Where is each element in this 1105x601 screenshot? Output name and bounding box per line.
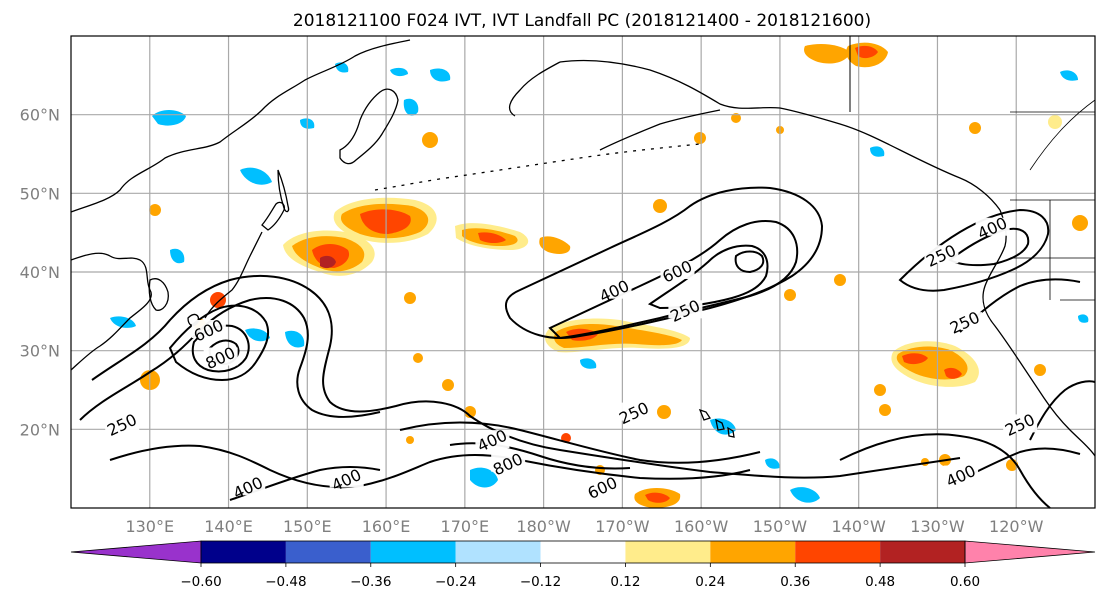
contour-label-bg [203, 347, 238, 366]
lon-tick-label: 150°E [283, 517, 332, 536]
lat-tick-label: 60°N [20, 106, 60, 125]
lat-tick-label: 50°N [20, 184, 60, 203]
lon-tick-label: 130°E [125, 517, 174, 536]
lon-tick-label: 170°W [595, 517, 650, 536]
pc-negative-cells [110, 62, 1089, 503]
colorbar-tick-label: 0.24 [695, 574, 725, 590]
contour-label-bg [948, 312, 983, 331]
lat-tick-label: 40°N [20, 263, 60, 282]
plot-title: 2018121100 F024 IVT, IVT Landfall PC (20… [293, 11, 871, 31]
pc-blob-kuroshio [283, 230, 375, 276]
pc-blob-subtropical [545, 318, 690, 353]
contour-label-bg [617, 402, 652, 421]
colorbar-segment [880, 541, 965, 563]
contour-label-bg [944, 465, 979, 484]
colorbar-extend-low [70, 540, 202, 564]
pc-blob-central [455, 223, 571, 254]
contour-label-bg [475, 430, 510, 449]
contour-label-bg [924, 245, 959, 264]
map-gridlines [71, 36, 1095, 508]
lon-tick-label: 140°E [204, 517, 253, 536]
colorbar-tick-label: −0.60 [180, 574, 221, 590]
pc-blob-south [634, 42, 888, 508]
lon-tick-label: 160°W [674, 517, 729, 536]
lon-tick-label: 160°E [362, 517, 411, 536]
colorbar-tick-label: 0.36 [780, 574, 810, 590]
colorbar-segment [201, 541, 286, 563]
colorbar-segment [370, 541, 456, 563]
colorbar-tick-label: −0.12 [520, 574, 561, 590]
lon-tick-label: 170°E [441, 517, 490, 536]
lon-tick-label: 150°W [753, 517, 808, 536]
longitude-tick-labels: 130°E 140°E 150°E 160°E 170°E 180°W 170°W 160°W… [125, 517, 1043, 536]
contour-label-bg [1003, 414, 1038, 433]
latitude-tick-labels: 60°N 50°N 40°N 30°N 20°N [20, 106, 60, 440]
contour-label-bg [597, 280, 632, 299]
contour-label-bg [231, 477, 266, 496]
ivt-contours [79, 186, 1096, 509]
contour-label-bg [105, 414, 140, 433]
coastlines [70, 36, 1096, 457]
colorbar-tick-label: 0.48 [865, 574, 895, 590]
colorbar: −0.60 −0.48 −0.36 −0.24 −0.12 0.12 0.24 0.36 0.4… [70, 540, 1096, 590]
contour-label-bg [329, 469, 364, 488]
colorbar-segment [285, 541, 371, 563]
colorbar-tick-label: −0.48 [265, 574, 306, 590]
colorbar-extend-high [964, 540, 1096, 564]
contour-label-bg [668, 300, 703, 319]
lat-tick-label: 30°N [20, 342, 60, 361]
colorbar-segment [710, 541, 796, 563]
lon-tick-label: 180°W [516, 517, 571, 536]
pc-blob-nw-pacific [333, 197, 437, 243]
contour-label-bg [191, 320, 226, 338]
colorbar-segment [795, 541, 881, 563]
colorbar-outline [200, 540, 966, 564]
colorbar-tick-label: −0.36 [350, 574, 391, 590]
map-frame [70, 35, 1096, 509]
pc-blob-hawaii-east [891, 341, 979, 387]
lon-tick-label: 130°W [910, 517, 965, 536]
contour-label-bg [975, 217, 1010, 236]
contour-label-bg [660, 261, 695, 279]
colorbar-tick-label: 0.60 [950, 574, 980, 590]
contour-label-bg [491, 453, 526, 472]
contour-label-bg [585, 477, 620, 496]
colorbar-segment [540, 541, 626, 563]
colorbar-tick-label: −0.24 [435, 574, 476, 590]
lat-tick-label: 20°N [20, 420, 60, 439]
colorbar-segment [625, 541, 711, 563]
lon-tick-label: 120°W [989, 517, 1044, 536]
lon-tick-label: 140°W [832, 517, 887, 536]
colorbar-tick-label: 0.12 [610, 574, 640, 590]
colorbar-segment [455, 541, 541, 563]
